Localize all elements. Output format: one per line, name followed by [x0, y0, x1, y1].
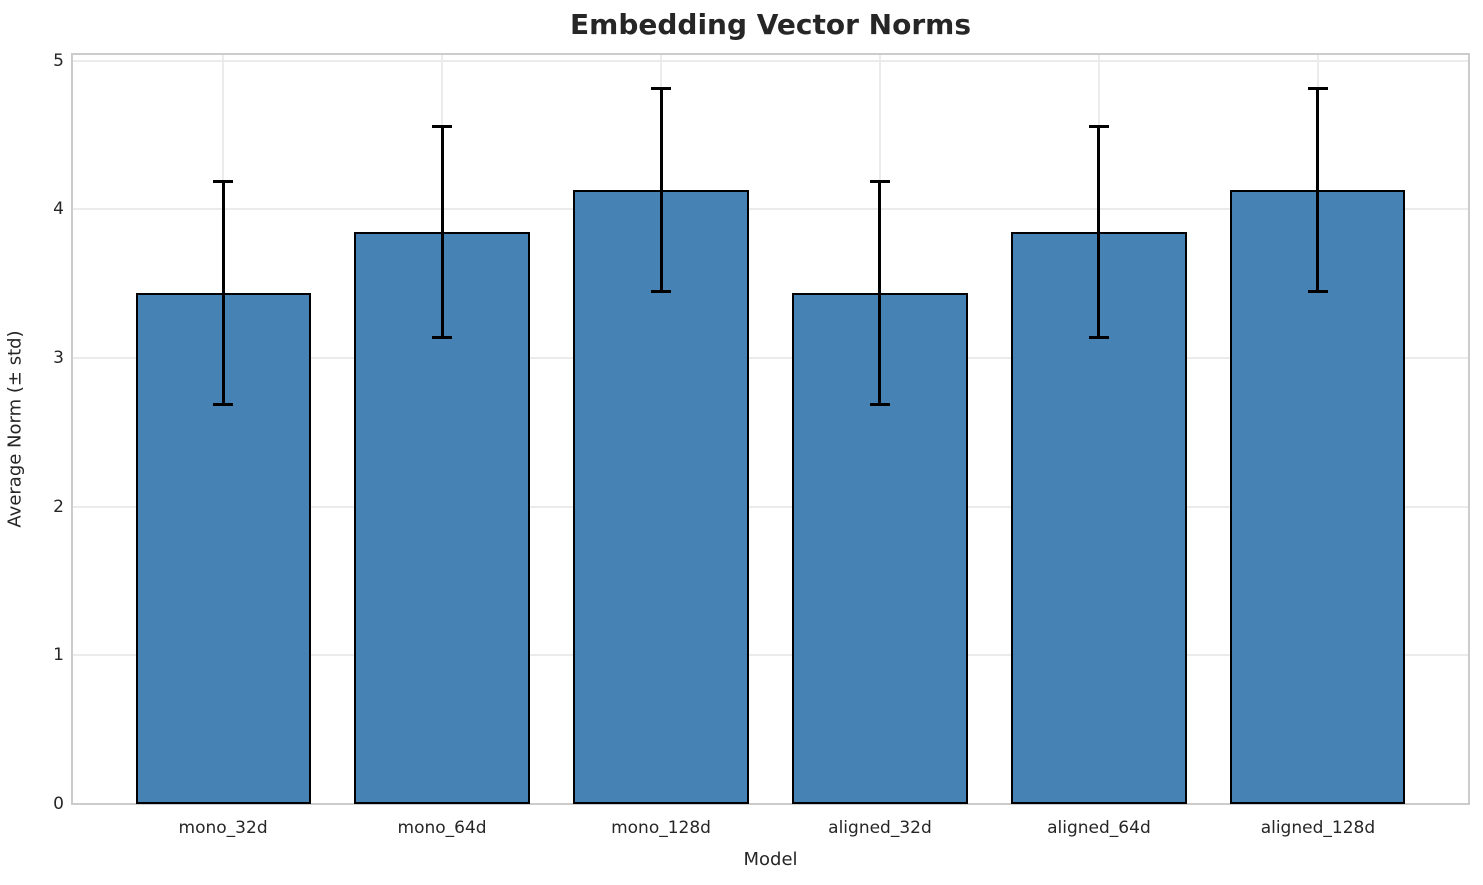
error-bar-line-mono_128d	[659, 88, 663, 292]
error-bar-cap-top-mono_128d	[651, 87, 672, 91]
error-bar-cap-top-aligned_32d	[869, 179, 890, 183]
y-tick-label: 1	[53, 645, 64, 666]
error-bar-line-aligned_128d	[1316, 88, 1320, 292]
x-axis-label: Model	[743, 849, 798, 870]
error-bar-cap-top-aligned_64d	[1088, 124, 1109, 128]
bar-aligned_128d	[1230, 190, 1406, 804]
plot-area	[71, 53, 1470, 805]
x-tick-label: mono_128d	[611, 818, 711, 838]
y-tick-label: 0	[53, 794, 64, 814]
bar-aligned_32d	[792, 292, 968, 804]
error-bar-cap-top-mono_32d	[213, 179, 234, 183]
error-bar-cap-bottom-mono_64d	[432, 335, 453, 339]
horizontal-gridline	[72, 59, 1469, 62]
error-bar-cap-bottom-aligned_32d	[869, 402, 890, 406]
horizontal-gridline	[72, 208, 1469, 211]
x-tick-label: aligned_32d	[828, 818, 932, 838]
y-tick-label: 3	[53, 348, 64, 368]
chart-title: Embedding Vector Norms	[570, 8, 971, 41]
error-bar-cap-bottom-aligned_128d	[1307, 289, 1328, 293]
error-bar-line-mono_32d	[221, 181, 225, 405]
error-bar-line-mono_64d	[440, 126, 444, 338]
horizontal-gridline	[72, 357, 1469, 359]
y-tick-label: 2	[53, 496, 64, 517]
x-tick-label: mono_32d	[178, 818, 268, 838]
error-bar-cap-top-aligned_128d	[1307, 87, 1328, 91]
horizontal-gridline	[72, 654, 1469, 657]
x-tick-label: aligned_64d	[1047, 818, 1151, 838]
x-tick-label: mono_64d	[397, 818, 487, 838]
x-tick-label: aligned_128d	[1260, 818, 1376, 838]
error-bar-line-aligned_32d	[878, 181, 882, 405]
error-bar-cap-bottom-mono_128d	[651, 289, 672, 293]
error-bar-line-aligned_64d	[1097, 126, 1101, 338]
error-bar-cap-bottom-aligned_64d	[1088, 335, 1109, 339]
horizontal-gridline	[72, 505, 1469, 508]
error-bar-cap-top-mono_64d	[432, 124, 453, 128]
error-bar-cap-bottom-mono_32d	[213, 402, 234, 406]
y-tick-label: 4	[53, 199, 64, 220]
y-tick-label: 5	[53, 50, 64, 71]
